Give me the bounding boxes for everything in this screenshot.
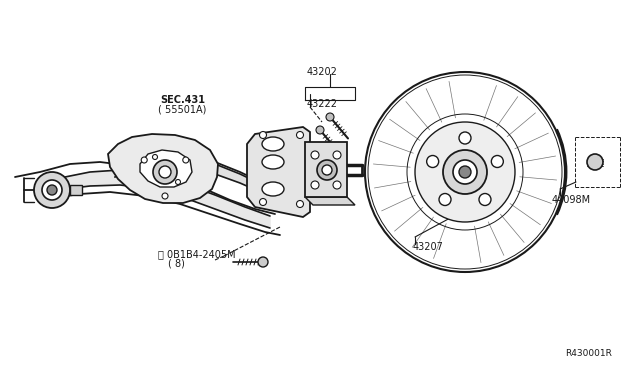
Circle shape [42,180,62,200]
Text: 43207: 43207 [413,242,444,252]
Circle shape [159,166,171,178]
Circle shape [152,154,157,160]
Circle shape [492,155,503,167]
Circle shape [317,160,337,180]
Circle shape [322,165,332,175]
Polygon shape [247,127,310,217]
Polygon shape [140,150,192,187]
Circle shape [259,131,266,138]
Circle shape [34,172,70,208]
Text: ( 55501A): ( 55501A) [158,105,206,115]
Polygon shape [305,197,355,205]
Circle shape [587,154,603,170]
Text: Ⓑ 0B1B4-2405M: Ⓑ 0B1B4-2405M [158,249,236,259]
Ellipse shape [262,137,284,151]
Circle shape [311,151,319,159]
Circle shape [333,151,341,159]
Text: ( 8): ( 8) [168,258,185,268]
Polygon shape [108,134,218,203]
Circle shape [479,193,491,205]
Circle shape [415,122,515,222]
Circle shape [296,201,303,208]
Circle shape [443,150,487,194]
Circle shape [453,160,477,184]
Text: 43202: 43202 [307,67,338,77]
Polygon shape [65,170,270,228]
Text: 44098M: 44098M [552,195,591,205]
Circle shape [258,257,268,267]
Circle shape [162,193,168,199]
Polygon shape [70,185,82,195]
Circle shape [326,113,334,121]
Circle shape [153,160,177,184]
Text: SEC.431: SEC.431 [160,95,205,105]
Circle shape [259,199,266,205]
Circle shape [175,180,180,185]
Circle shape [439,193,451,205]
Circle shape [296,131,303,138]
Circle shape [183,157,189,163]
Bar [305,142,347,197]
Ellipse shape [262,155,284,169]
Circle shape [47,185,57,195]
Text: 43222: 43222 [307,99,338,109]
Circle shape [141,157,147,163]
Ellipse shape [262,182,284,196]
Circle shape [365,72,565,272]
Circle shape [311,181,319,189]
Circle shape [427,155,438,167]
Circle shape [459,166,471,178]
Polygon shape [115,157,280,200]
Circle shape [459,132,471,144]
Circle shape [316,126,324,134]
Circle shape [333,181,341,189]
Text: R430001R: R430001R [565,350,612,359]
